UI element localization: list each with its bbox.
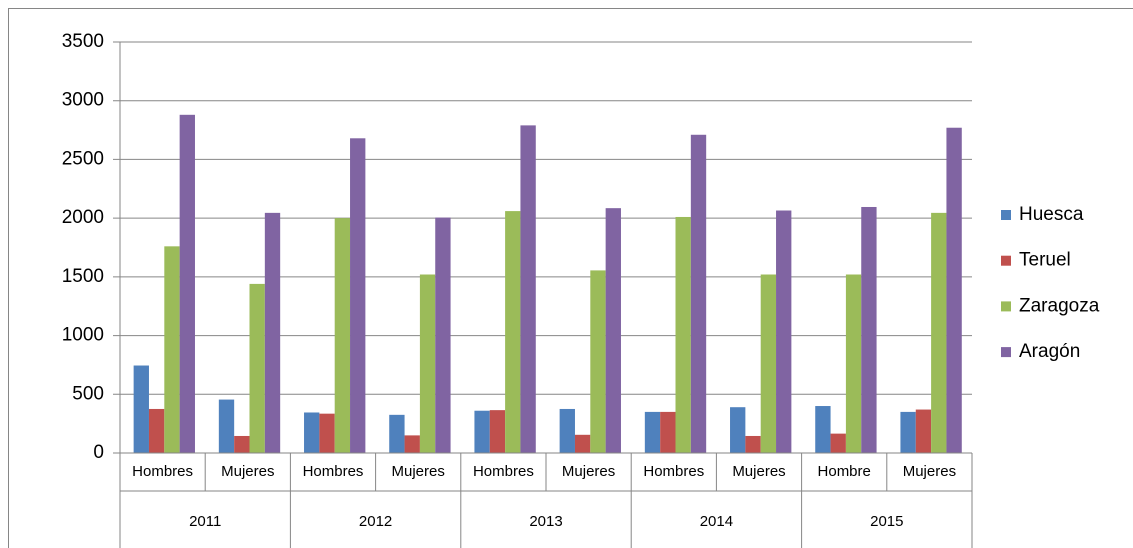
bar [505,211,521,453]
x-tick-label: Hombres [473,463,534,480]
bar [900,411,916,453]
x-tick-label: Mujeres [732,463,785,480]
group-label: 2013 [529,513,562,530]
legend-swatch [1001,255,1011,266]
bar [489,410,506,453]
bar [249,283,265,453]
bar [745,435,761,453]
bar [931,212,947,453]
bar [389,414,405,453]
y-tick-label: 3500 [62,31,104,52]
y-tick-label: 0 [93,442,104,463]
group-label: 2011 [189,513,221,530]
legend-swatch [1001,210,1011,220]
bar [690,134,707,454]
bar [776,210,792,453]
bar [730,407,746,453]
chart-border [8,8,1133,548]
bar [660,411,676,453]
legend-swatch [1001,347,1011,358]
y-tick-label: 1000 [62,325,104,346]
bar [861,206,877,453]
bar [915,409,932,453]
y-tick-label: 500 [72,383,104,404]
y-tick-label: 1500 [62,266,104,287]
legend-label: Huesca [1019,204,1084,225]
bar [264,212,281,453]
bar [520,125,536,454]
x-tick-label: Mujeres [562,463,615,480]
bar [605,208,621,453]
legend-label: Teruel [1019,250,1071,271]
y-tick-label: 2000 [62,207,104,228]
bar [404,435,420,453]
bar [644,411,661,453]
group-label: 2014 [700,513,733,530]
bar [164,246,180,453]
x-tick-label: Mujeres [903,463,956,480]
legend-label: Zaragoza [1019,295,1100,316]
bar [675,216,691,453]
group-label: 2015 [870,513,903,530]
bar [946,127,962,454]
bar [148,408,165,453]
bar [590,270,606,453]
bar [350,138,366,453]
y-tick-label: 3000 [62,90,104,111]
bar [830,433,846,453]
x-tick-label: Hombres [303,463,364,480]
bar [574,434,591,453]
bar [218,399,235,453]
bar [133,365,149,453]
bar [304,412,320,453]
group-label: 2012 [359,513,392,530]
bar [419,274,436,453]
legend-label: Aragón [1019,341,1080,362]
bar [234,435,250,453]
x-tick-label: Hombres [643,463,704,480]
legend-swatch [1001,301,1011,312]
bar [559,408,575,453]
x-tick-label: Hombre [818,463,871,480]
bar [319,413,335,453]
bar [435,217,451,453]
x-tick-label: Hombres [132,463,193,480]
bar [179,114,195,453]
x-tick-label: Mujeres [392,463,445,480]
y-tick-label: 2500 [62,148,104,169]
bar [815,406,831,453]
bar [845,274,862,453]
x-tick-label: Mujeres [221,463,274,480]
bar [334,218,351,453]
bar [760,274,777,453]
bar [474,410,490,453]
